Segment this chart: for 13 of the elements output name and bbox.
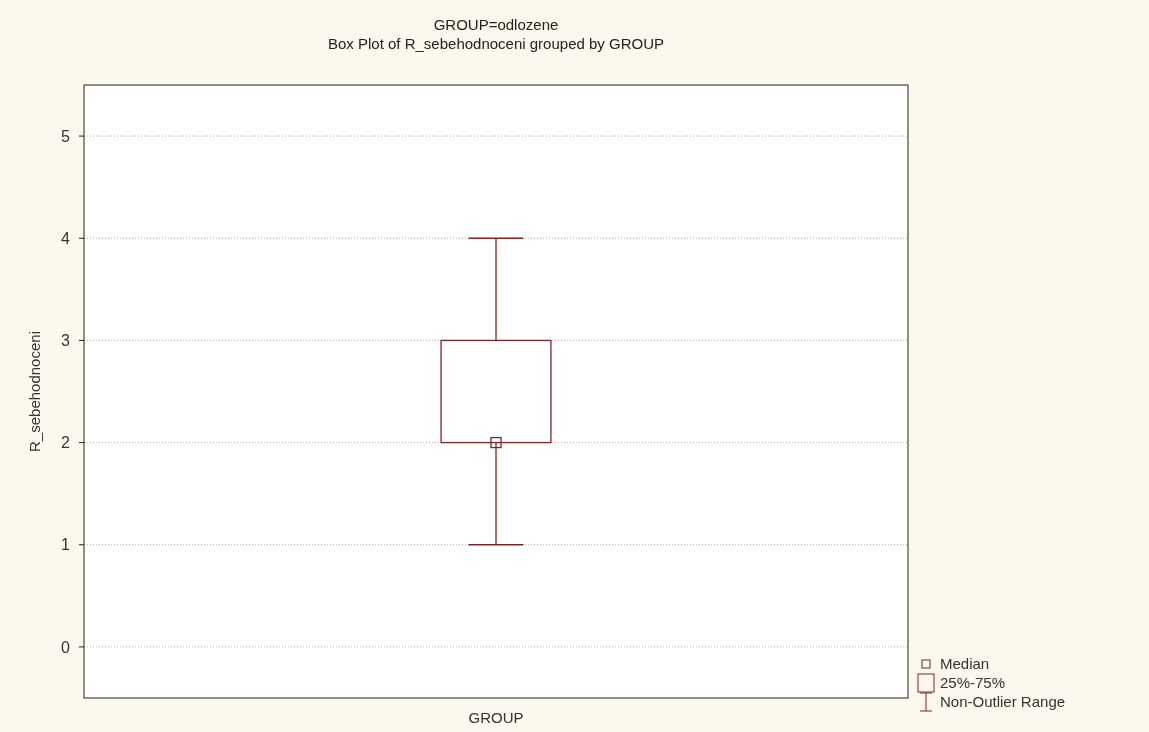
y-tick-label: 0 bbox=[61, 638, 71, 656]
y-tick-label: 2 bbox=[61, 434, 71, 452]
y-tick-label: 4 bbox=[61, 229, 71, 247]
y-tick-label: 3 bbox=[61, 332, 71, 350]
text: Non-Outlier Range bbox=[940, 693, 1066, 711]
text: Median bbox=[940, 655, 990, 673]
chart-subtitle: Box Plot of R_sebehodnoceni grouped by GROUP bbox=[327, 35, 665, 52]
y-axis-title: R_sebehodnoceni bbox=[26, 331, 43, 452]
y-tick-label: 5 bbox=[61, 127, 71, 145]
chart-title: GROUP=odlozene bbox=[433, 16, 559, 33]
x-axis-title: GROUP bbox=[468, 709, 524, 726]
y-tick-label: 1 bbox=[61, 536, 71, 554]
text: 25%-75% bbox=[940, 674, 1006, 692]
